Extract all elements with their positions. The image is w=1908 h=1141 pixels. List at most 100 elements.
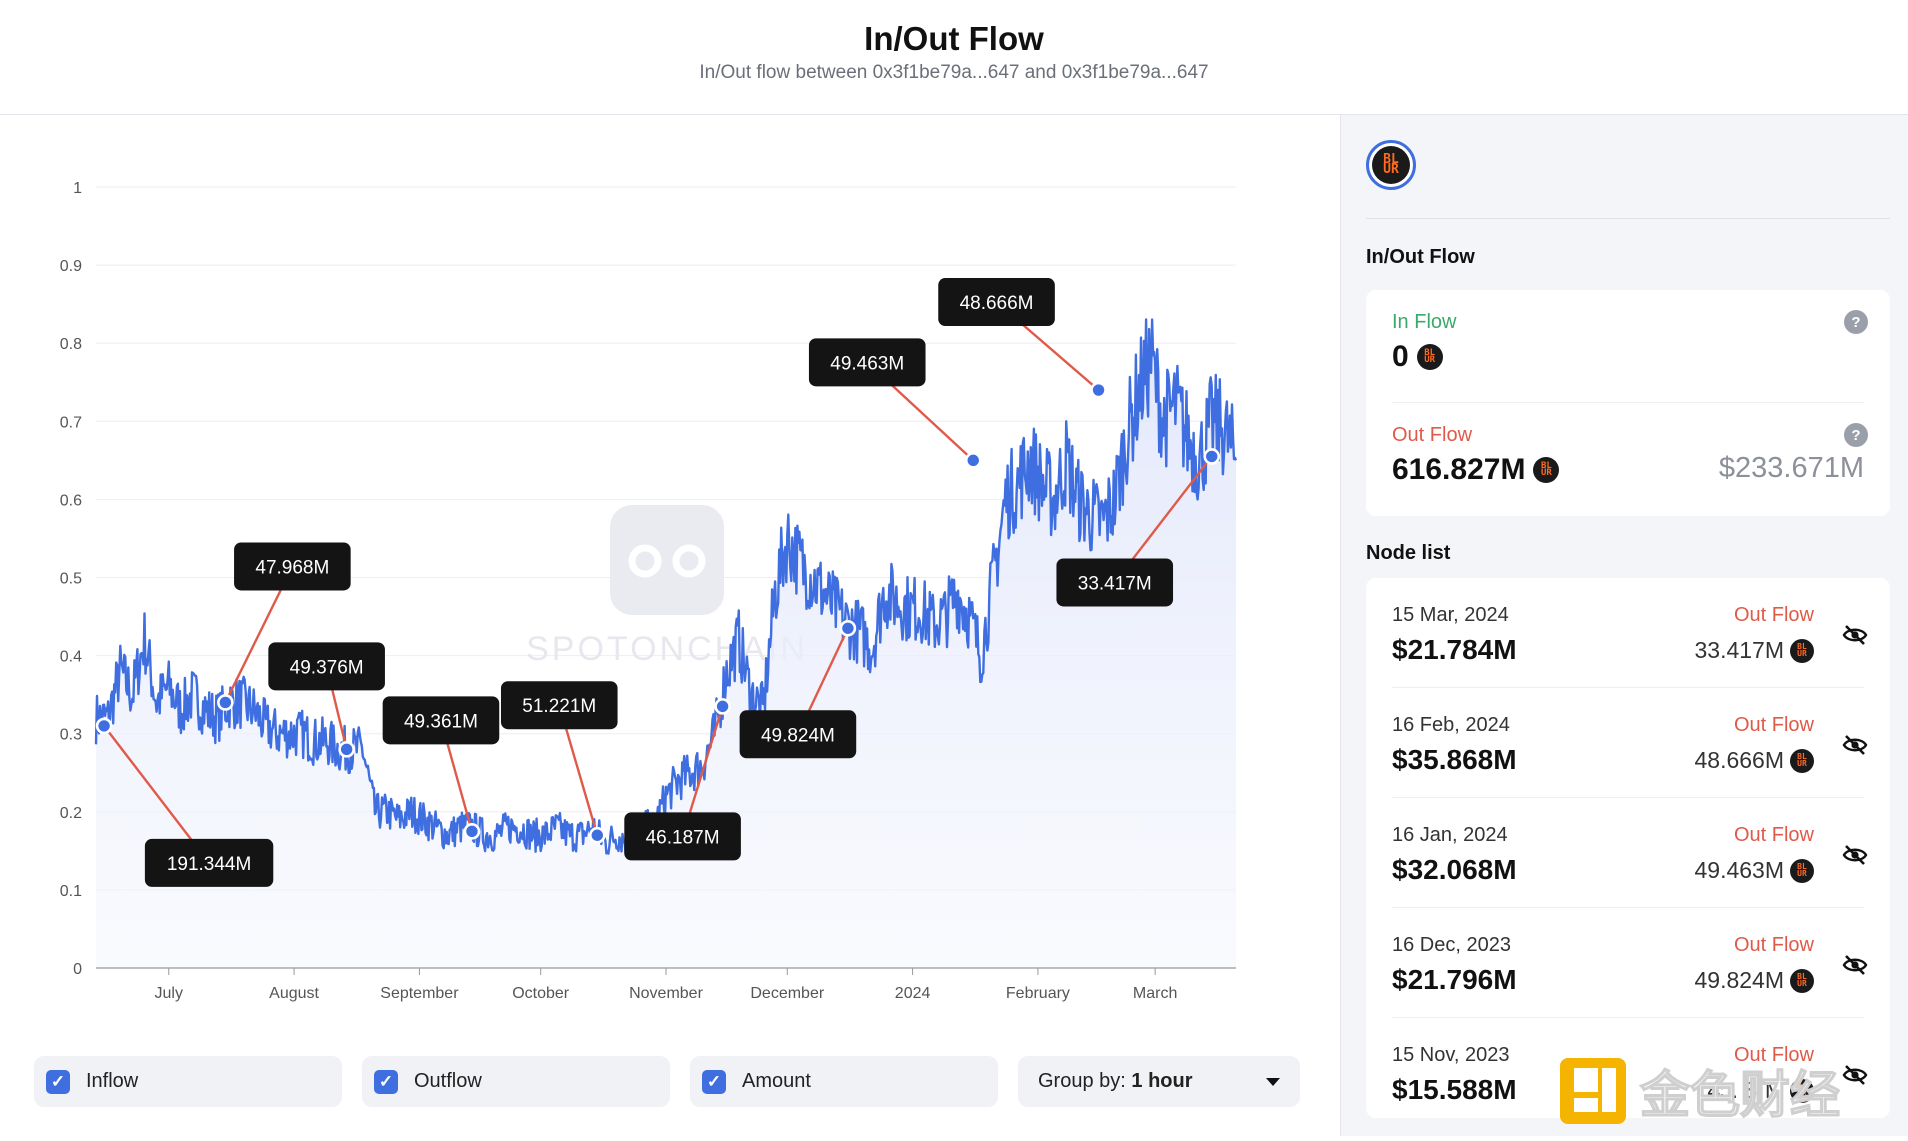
- node-list-item[interactable]: 15 Mar, 2024 $21.784M Out Flow 33.417M BL UR: [1366, 578, 1890, 688]
- annotation-box: [268, 642, 385, 691]
- blur-token-icon: BL UR: [1416, 344, 1443, 370]
- hide-node-icon[interactable]: [1842, 734, 1868, 761]
- group-by-value: 1 hour: [1131, 1070, 1193, 1092]
- node-usd-value: $15.588M: [1392, 1074, 1517, 1105]
- x-tick-label: July: [155, 985, 183, 1002]
- in-flow-label: In Flow: [1392, 311, 1457, 333]
- inout-flow-chart: SPOTONCHAIN 0 0.1 0.2 0.3 0.4 0.5 0.6 0.7 0.8 0.9…: [60, 180, 1238, 1002]
- inflow-toggle[interactable]: ✓ Inflow: [34, 1056, 342, 1107]
- hide-node-icon[interactable]: [1842, 844, 1868, 871]
- x-tick-label: November: [629, 985, 703, 1002]
- in-flow-help-icon[interactable]: ?: [1844, 310, 1868, 334]
- hide-node-icon[interactable]: [1842, 954, 1868, 981]
- sidebar-divider: [1366, 218, 1890, 219]
- amount-checkbox[interactable]: ✓: [702, 1069, 726, 1094]
- watermark-ring-right: [672, 544, 706, 578]
- blur-token-icon: BL UR: [1790, 1078, 1814, 1103]
- annotation-box: [808, 338, 926, 387]
- annotation-box: [1056, 558, 1174, 607]
- node-divider: [1392, 1017, 1864, 1018]
- node-date: 16 Jan, 2024: [1392, 824, 1508, 846]
- amount-toggle[interactable]: ✓ Amount: [690, 1056, 998, 1107]
- out-flow-value: 616.827M BL UR: [1392, 453, 1560, 487]
- annotation-box: [144, 838, 274, 887]
- node-list-item[interactable]: 16 Feb, 2024 $35.868M Out Flow 48.666M BL UR: [1366, 688, 1890, 798]
- node-list-title: Node list: [1366, 542, 1451, 564]
- y-tick-label: 0.5: [60, 571, 82, 588]
- out-flow-usd-value: $233.671M: [1718, 452, 1864, 484]
- node-direction: Out Flow: [1733, 1044, 1814, 1066]
- annotation-point: [714, 698, 731, 715]
- node-amount: 49.824M BL UR: [1694, 967, 1814, 994]
- y-tick-label: 0.6: [60, 492, 82, 509]
- annotation-point: [588, 826, 606, 844]
- annotation-label: 191.344M: [167, 854, 252, 875]
- flow-section-title: In/Out Flow: [1366, 246, 1475, 268]
- annotation-box: [382, 696, 500, 745]
- x-tick-label: September: [380, 985, 459, 1002]
- annotation-label: 48.666M: [960, 293, 1034, 314]
- y-tick-label: 0.9: [60, 258, 82, 275]
- jinse-watermark-logo: 金色财经: [1560, 1058, 1841, 1125]
- flow-summary-card: In Flow ? 0 BL UR Out Flow ? 616.827M BL U…: [1366, 290, 1890, 516]
- blur-token-icon: BL UR: [1790, 858, 1814, 883]
- x-tick-label: 2024: [895, 985, 931, 1002]
- hide-node-icon[interactable]: [1842, 1064, 1868, 1091]
- token-avatar[interactable]: BL UR: [1366, 140, 1416, 190]
- out-flow-help-icon[interactable]: ?: [1844, 423, 1868, 447]
- outflow-line: [94, 318, 1238, 857]
- node-direction: Out Flow: [1733, 934, 1814, 956]
- blur-token-icon: BL UR: [1372, 146, 1410, 184]
- annotation-label: 49.361M: [404, 711, 478, 732]
- out-flow-label: Out Flow: [1392, 424, 1473, 446]
- y-tick-label: 1: [73, 180, 82, 197]
- annotation-label: 51.221M: [522, 696, 596, 717]
- annotation-point: [1203, 448, 1221, 465]
- annotation-layer: 191.344M 47.968M 49.376M 49.361M 51.221M 46.1…: [95, 278, 1221, 887]
- node-amount: 4ɔ. 8´M BL UR: [1707, 1077, 1814, 1104]
- hide-node-icon[interactable]: [1842, 624, 1868, 651]
- group-by-select[interactable]: Group by: 1 hour: [1018, 1056, 1300, 1107]
- x-tick-label: December: [750, 985, 824, 1002]
- node-date: 15 Nov, 2023: [1392, 1044, 1510, 1066]
- annotation-label: 49.463M: [830, 353, 904, 374]
- in-flow-value: 0 BL UR: [1392, 340, 1443, 374]
- inflow-checkbox[interactable]: ✓: [46, 1069, 70, 1094]
- blur-token-icon: BL UR: [1533, 457, 1560, 483]
- node-list-item[interactable]: 16 Dec, 2023 $21.796M Out Flow 49.824M BL UR: [1366, 908, 1890, 1018]
- x-tick-label: March: [1133, 985, 1177, 1002]
- y-tick-label: 0.8: [60, 336, 82, 353]
- page-subtitle: In/Out flow between 0x3f1be79a...647 and…: [699, 62, 1209, 83]
- node-list-item[interactable]: 15 Nov, 2023 $15.588M Out Flow 4ɔ. 8´M BL UR: [1366, 1018, 1890, 1118]
- watermark-ring-left: [628, 544, 662, 578]
- node-divider: [1392, 907, 1864, 908]
- y-tick-label: 0: [73, 961, 82, 978]
- annotation-label: 49.376M: [290, 657, 364, 678]
- blur-token-icon: BL UR: [1790, 748, 1814, 773]
- x-tick-label: October: [512, 985, 570, 1002]
- x-tick-label: February: [1006, 985, 1070, 1002]
- node-amount: 33.417M BL UR: [1694, 637, 1814, 664]
- outflow-toggle[interactable]: ✓ Outflow: [362, 1056, 670, 1107]
- annotation-box: [739, 710, 857, 759]
- y-tick-label: 0.1: [60, 883, 82, 900]
- annotation-point: [964, 452, 982, 469]
- flow-card-divider: [1392, 402, 1864, 403]
- outflow-area: [96, 319, 1236, 968]
- node-divider: [1392, 687, 1864, 688]
- node-list-item[interactable]: 16 Jan, 2024 $32.068M Out Flow 49.463M BL UR: [1366, 798, 1890, 908]
- chart-watermark: SPOTONCHAIN: [526, 505, 805, 668]
- y-tick-label: 0.2: [60, 805, 82, 822]
- outflow-checkbox[interactable]: ✓: [374, 1069, 398, 1094]
- outflow-label: Outflow: [414, 1070, 482, 1092]
- y-tick-label: 0.3: [60, 727, 82, 744]
- annotation-point: [217, 694, 234, 711]
- chevron-down-icon: [1266, 1077, 1280, 1086]
- annotation-point: [338, 741, 355, 758]
- annotation-box: [234, 542, 351, 591]
- x-tick-label: August: [269, 985, 319, 1002]
- annotation-point: [95, 717, 113, 735]
- jinse-watermark-text: 金色财经: [1640, 1066, 1840, 1124]
- annotation-label: 49.824M: [761, 725, 835, 746]
